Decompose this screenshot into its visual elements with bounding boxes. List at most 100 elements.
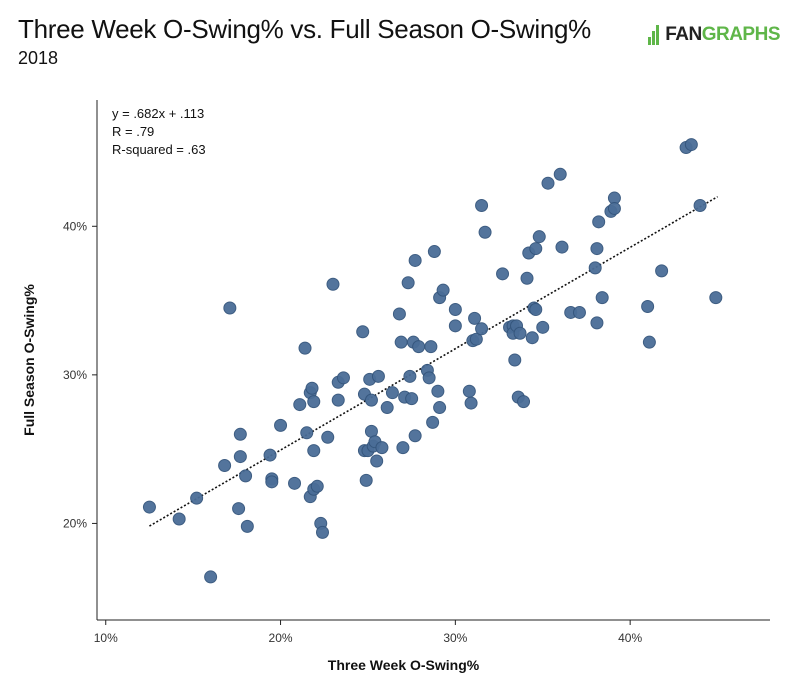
data-point [684,138,698,152]
data-point [427,245,441,259]
logo-bars-icon [648,25,662,45]
x-tick-label: 20% [269,631,293,645]
chart-title: Three Week O-Swing% vs. Full Season O-Sw… [18,14,591,44]
data-point [478,225,492,239]
data-point [315,525,329,539]
data-point [408,429,422,443]
fangraphs-logo: FAN GRAPHS [648,22,781,48]
data-point [321,430,335,444]
data-point [555,240,569,254]
data-points [142,138,723,584]
data-point [239,469,253,483]
data-point [218,458,232,472]
data-point [307,444,321,458]
data-point [392,307,406,321]
data-point [448,319,462,333]
data-point [403,369,417,383]
data-point [190,491,204,505]
data-point [536,320,550,334]
data-point [529,242,543,256]
data-point [263,448,277,462]
data-point [496,267,510,281]
data-point [448,302,462,316]
data-point [426,415,440,429]
data-point [436,283,450,297]
x-tick-label: 30% [443,631,467,645]
data-point [588,261,602,275]
data-point [396,441,410,455]
data-point [298,341,312,355]
x-axis-title: Three Week O-Swing% [328,657,480,673]
data-point [359,473,373,487]
logo-text-graphs: GRAPHS [701,24,781,45]
data-point [405,392,419,406]
stats-line: y = .682x + .113 [112,106,204,121]
data-point [468,311,482,325]
data-point [307,395,321,409]
data-point [204,570,218,584]
data-point [693,198,707,212]
axes: 10% 20% 30% 40% 20% 30% 40% [63,100,770,645]
data-point [274,418,288,432]
stats-line: R-squared = .63 [112,142,206,157]
data-point [364,393,378,407]
data-point [412,340,426,354]
data-point [233,450,247,464]
y-tick-label: 20% [63,516,87,530]
stats-line: R = .79 [112,124,154,139]
data-point [595,291,609,305]
y-axis-title: Full Season O-Swing% [21,284,37,436]
data-point [142,500,156,514]
data-point [172,512,186,526]
data-point [300,426,314,440]
y-tick-label: 40% [63,219,87,233]
data-point [380,401,394,415]
logo-text-fan: FAN [665,24,702,45]
data-point [223,301,237,315]
data-point [433,401,447,415]
data-point [642,335,656,349]
data-point [336,371,350,385]
stats-annotation: y = .682x + .113 R = .79 R-squared = .63 [112,106,206,157]
data-point [265,475,279,489]
data-point [326,277,340,291]
data-point [475,198,489,212]
data-point [356,325,370,339]
x-tick-label: 10% [94,631,118,645]
data-point [371,369,385,383]
data-point [469,332,483,346]
data-point [288,476,302,490]
data-point [709,291,723,305]
data-point [293,398,307,412]
data-point [532,230,546,244]
data-point [394,335,408,349]
data-point [240,519,254,533]
data-point [305,381,319,395]
data-point [232,502,246,516]
data-point [590,316,604,330]
chart-subtitle: 2018 [18,48,59,68]
data-point [475,322,489,336]
data-point [422,371,436,385]
data-point [331,393,345,407]
data-point [462,384,476,398]
data-point [385,386,399,400]
data-point [553,167,567,181]
data-point [541,176,555,190]
data-point [401,276,415,290]
data-point [513,326,527,340]
data-point [464,396,478,410]
data-point [517,395,531,409]
data-point [641,300,655,314]
data-point [607,201,621,215]
data-point [508,353,522,367]
axis-labels: Three Week O-Swing% Full Season O-Swing% [21,284,480,673]
data-point [592,215,606,229]
data-point [408,253,422,267]
y-tick-label: 30% [63,368,87,382]
x-tick-label: 40% [618,631,642,645]
data-point [310,479,324,493]
data-point [590,242,604,256]
data-point [655,264,669,278]
